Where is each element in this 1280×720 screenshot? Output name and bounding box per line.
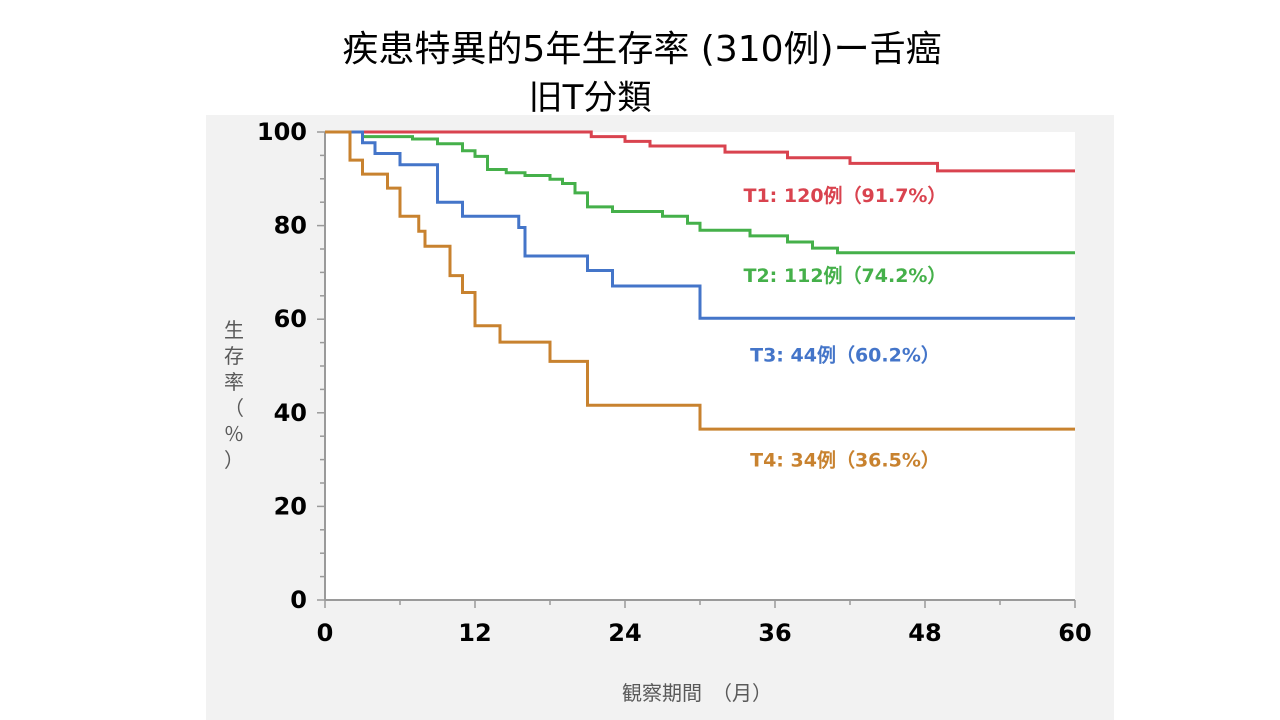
series-line-t4	[325, 130, 1075, 431]
chart-title-line1: 疾患特異的5年生存率 (310例)ー舌癌	[342, 29, 942, 70]
y-tick-label: 20	[274, 492, 307, 520]
plot-area	[325, 132, 1075, 601]
chart-title-line2: 旧T分類	[528, 78, 652, 118]
y-axis-title-char: ％	[224, 422, 244, 446]
y-tick-label: 60	[274, 305, 307, 333]
y-axis-title-char: 生	[224, 318, 244, 342]
y-tick-label: 80	[274, 212, 307, 240]
y-axis-title-char: 率	[224, 370, 244, 394]
series-line-t1	[325, 130, 1075, 173]
y-axis-title-char: （	[224, 396, 244, 420]
x-tick-label: 12	[458, 619, 491, 647]
series-label-t4: T4: 34例（36.5%）	[750, 449, 940, 472]
x-tick-label: 48	[908, 619, 941, 647]
series-line-t2	[325, 130, 1075, 255]
y-axis-title: 生存率（％）	[224, 318, 244, 472]
tick-labels: 0 20 40 60 80 100 0 12 24 36 48 60	[257, 118, 1092, 647]
series-label-t1: T1: 120例（91.7%）	[744, 184, 947, 207]
series-label-t2: T2: 112例（74.2%）	[744, 264, 947, 287]
series-group	[325, 130, 1075, 431]
x-tick-label: 60	[1058, 619, 1091, 647]
x-tick-label: 24	[608, 619, 641, 647]
x-tick-label: 36	[758, 619, 791, 647]
y-axis-title-char: 存	[224, 344, 244, 368]
y-tick-label: 100	[257, 118, 307, 146]
x-axis-title: 観察期間 （月）	[622, 681, 772, 705]
axes	[317, 131, 1076, 608]
y-axis-title-char: ）	[224, 448, 244, 472]
y-tick-label: 40	[274, 399, 307, 427]
series-labels: T1: 120例（91.7%） T2: 112例（74.2%） T3: 44例（60…	[744, 184, 947, 471]
y-tick-label: 0	[290, 586, 307, 614]
series-label-t3: T3: 44例（60.2%）	[750, 343, 940, 366]
series-line-t3	[325, 130, 1075, 320]
x-tick-label: 0	[317, 619, 334, 647]
